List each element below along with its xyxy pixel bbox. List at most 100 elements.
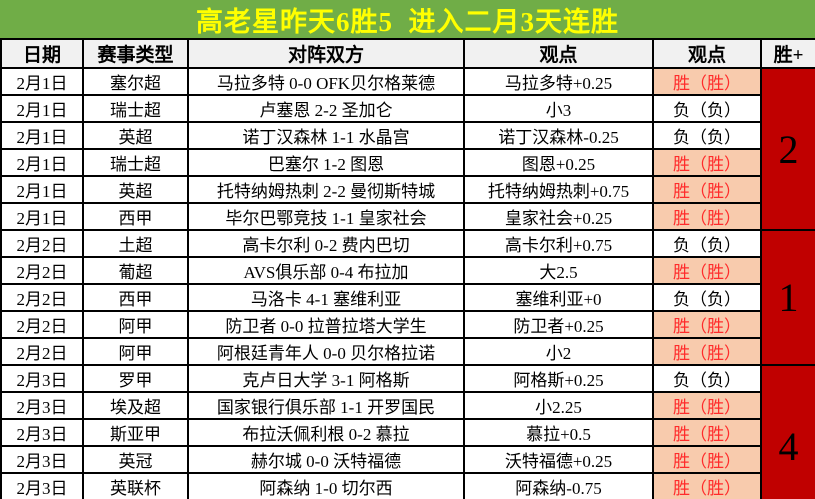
cell-date: 2月3日 <box>0 472 84 499</box>
cell-date: 2月1日 <box>0 202 84 231</box>
cell-league: 埃及超 <box>82 391 189 420</box>
cell-date: 2月2日 <box>0 310 84 339</box>
cell-result: 胜（胜） <box>652 256 762 285</box>
col-header-date: 日期 <box>0 38 84 69</box>
cell-pick: 高卡尔利+0.75 <box>463 229 654 258</box>
cell-result: 负（负） <box>652 364 762 393</box>
table-row: 2月3日 斯亚甲 布拉沃佩利根 0-2 慕拉 慕拉+0.5 胜（胜） <box>0 418 815 447</box>
cell-match: 卢塞恩 2-2 圣加仑 <box>187 94 465 123</box>
cell-result: 胜（胜） <box>652 445 762 474</box>
table-row: 2月3日 英联杯 阿森纳 1-0 切尔西 阿森纳-0.75 胜（胜） <box>0 472 815 499</box>
cell-league: 瑞士超 <box>82 148 189 177</box>
cell-league: 阿甲 <box>82 337 189 366</box>
cell-league: 西甲 <box>82 283 189 312</box>
cell-date: 2月1日 <box>0 175 84 204</box>
table-row: 2月1日 瑞士超 卢塞恩 2-2 圣加仑 小3 负（负） <box>0 94 815 123</box>
cell-match: 克卢日大学 3-1 阿格斯 <box>187 364 465 393</box>
cell-pick: 慕拉+0.5 <box>463 418 654 447</box>
cell-result: 负（负） <box>652 283 762 312</box>
cell-date: 2月1日 <box>0 148 84 177</box>
cell-pick: 防卫者+0.25 <box>463 310 654 339</box>
cell-match: 马洛卡 4-1 塞维利亚 <box>187 283 465 312</box>
table-row: 2月1日 西甲 毕尔巴鄂竞技 1-1 皇家社会 皇家社会+0.25 胜（胜） <box>0 202 815 231</box>
cell-pick: 托特纳姆热刺+0.75 <box>463 175 654 204</box>
cell-match: 国家银行俱乐部 1-1 开罗国民 <box>187 391 465 420</box>
cell-date: 2月3日 <box>0 391 84 420</box>
cell-win-plus: 1 <box>760 229 815 366</box>
table-row: 2月3日 英冠 赫尔城 0-0 沃特福德 沃特福德+0.25 胜（胜） <box>0 445 815 474</box>
cell-date: 2月1日 <box>0 67 84 96</box>
cell-pick: 阿森纳-0.75 <box>463 472 654 499</box>
cell-match: 诺丁汉森林 1-1 水晶宫 <box>187 121 465 150</box>
cell-pick: 小2.25 <box>463 391 654 420</box>
cell-league: 英超 <box>82 121 189 150</box>
cell-league: 西甲 <box>82 202 189 231</box>
cell-match: 布拉沃佩利根 0-2 慕拉 <box>187 418 465 447</box>
cell-result: 负（负） <box>652 94 762 123</box>
cell-date: 2月2日 <box>0 256 84 285</box>
cell-match: 马拉多特 0-0 OFK贝尔格莱德 <box>187 67 465 96</box>
table-header: 日期 赛事类型 对阵双方 观点 观点 胜+ <box>0 38 815 69</box>
cell-match: 阿根廷青年人 0-0 贝尔格拉诺 <box>187 337 465 366</box>
cell-match: 阿森纳 1-0 切尔西 <box>187 472 465 499</box>
cell-result: 负（负） <box>652 229 762 258</box>
cell-pick: 大2.5 <box>463 256 654 285</box>
banner-title-text: 高老星昨天6胜5 进入二月3天连胜 <box>196 6 619 37</box>
cell-result: 负（负） <box>652 121 762 150</box>
cell-date: 2月1日 <box>0 94 84 123</box>
cell-league: 罗甲 <box>82 364 189 393</box>
cell-match: 高卡尔利 0-2 费内巴切 <box>187 229 465 258</box>
cell-pick: 小2 <box>463 337 654 366</box>
cell-pick: 诺丁汉森林-0.25 <box>463 121 654 150</box>
cell-date: 2月1日 <box>0 121 84 150</box>
cell-pick: 皇家社会+0.25 <box>463 202 654 231</box>
cell-league: 阿甲 <box>82 310 189 339</box>
cell-result: 胜（胜） <box>652 337 762 366</box>
cell-league: 英冠 <box>82 445 189 474</box>
cell-match: 毕尔巴鄂竞技 1-1 皇家社会 <box>187 202 465 231</box>
col-header-match: 对阵双方 <box>187 38 465 69</box>
cell-league: 斯亚甲 <box>82 418 189 447</box>
cell-league: 英联杯 <box>82 472 189 499</box>
cell-date: 2月2日 <box>0 283 84 312</box>
table-row: 2月3日 埃及超 国家银行俱乐部 1-1 开罗国民 小2.25 胜（胜） <box>0 391 815 420</box>
table-row: 2月2日 阿甲 防卫者 0-0 拉普拉塔大学生 防卫者+0.25 胜（胜） <box>0 310 815 339</box>
cell-pick: 塞维利亚+0 <box>463 283 654 312</box>
cell-date: 2月2日 <box>0 337 84 366</box>
cell-match: 巴塞尔 1-2 图恩 <box>187 148 465 177</box>
table-row: 2月2日 西甲 马洛卡 4-1 塞维利亚 塞维利亚+0 负（负） <box>0 283 815 312</box>
cell-league: 英超 <box>82 175 189 204</box>
cell-match: 防卫者 0-0 拉普拉塔大学生 <box>187 310 465 339</box>
cell-pick: 阿格斯+0.25 <box>463 364 654 393</box>
cell-result: 胜（胜） <box>652 148 762 177</box>
table-row: 2月1日 英超 诺丁汉森林 1-1 水晶宫 诺丁汉森林-0.25 负（负） <box>0 121 815 150</box>
predictions-table: 日期 赛事类型 对阵双方 观点 观点 胜+ 2月1日 塞尔超 马拉多特 0-0 OF… <box>0 38 815 499</box>
cell-win-plus: 4 <box>760 364 815 499</box>
table-row: 2月1日 英超 托特纳姆热刺 2-2 曼彻斯特城 托特纳姆热刺+0.75 胜（胜） <box>0 175 815 204</box>
banner-title: 高老星昨天6胜5 进入二月3天连胜 <box>0 0 815 38</box>
table-row: 2月2日 阿甲 阿根廷青年人 0-0 贝尔格拉诺 小2 胜（胜） <box>0 337 815 366</box>
cell-league: 土超 <box>82 229 189 258</box>
cell-result: 胜（胜） <box>652 67 762 96</box>
table-row: 2月1日 瑞士超 巴塞尔 1-2 图恩 图恩+0.25 胜（胜） <box>0 148 815 177</box>
cell-pick: 沃特福德+0.25 <box>463 445 654 474</box>
cell-pick: 图恩+0.25 <box>463 148 654 177</box>
col-header-league: 赛事类型 <box>82 38 189 69</box>
cell-result: 胜（胜） <box>652 418 762 447</box>
cell-match: 托特纳姆热刺 2-2 曼彻斯特城 <box>187 175 465 204</box>
table-row: 2月2日 土超 高卡尔利 0-2 费内巴切 高卡尔利+0.75 负（负） 1 <box>0 229 815 366</box>
cell-match: AVS俱乐部 0-4 布拉加 <box>187 256 465 285</box>
col-header-result: 观点 <box>652 38 762 69</box>
col-header-pick: 观点 <box>463 38 654 69</box>
cell-league: 塞尔超 <box>82 67 189 96</box>
cell-league: 瑞士超 <box>82 94 189 123</box>
cell-win-plus: 2 <box>760 67 815 231</box>
cell-pick: 小3 <box>463 94 654 123</box>
cell-result: 胜（胜） <box>652 202 762 231</box>
cell-result: 胜（胜） <box>652 175 762 204</box>
cell-league: 葡超 <box>82 256 189 285</box>
cell-match: 赫尔城 0-0 沃特福德 <box>187 445 465 474</box>
cell-result: 胜（胜） <box>652 391 762 420</box>
cell-date: 2月2日 <box>0 229 84 258</box>
cell-date: 2月3日 <box>0 418 84 447</box>
